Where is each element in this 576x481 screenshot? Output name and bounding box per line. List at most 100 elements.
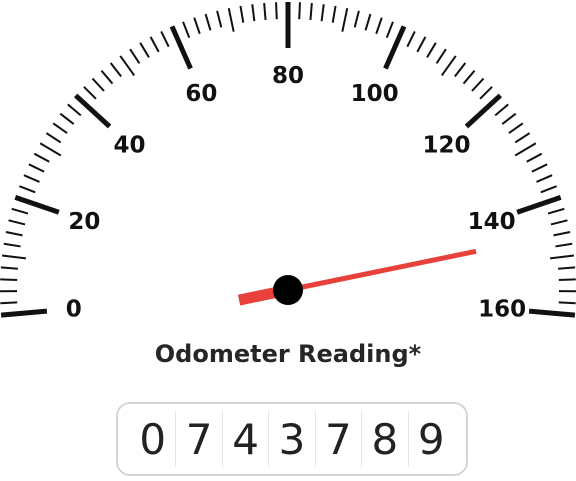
minor-tick — [239, 5, 245, 23]
minor-tick — [501, 112, 517, 125]
odometer-digit: 9 — [417, 414, 445, 464]
minor-tick — [67, 103, 82, 117]
minor-tick — [52, 122, 68, 134]
major-tick — [383, 25, 407, 70]
gauge-label: 40 — [113, 133, 145, 159]
minor-tick — [119, 55, 136, 76]
minor-tick — [1, 254, 27, 260]
odometer-digit: 0 — [130, 411, 177, 467]
minor-tick — [471, 77, 485, 92]
minor-tick — [385, 21, 394, 39]
minor-tick — [479, 86, 493, 100]
minor-tick — [508, 122, 524, 134]
minor-tick — [3, 242, 21, 248]
minor-tick — [109, 62, 122, 78]
minor-tick — [263, 2, 267, 21]
minor-tick — [8, 219, 26, 226]
needle-hub — [273, 275, 303, 305]
minor-tick — [364, 13, 372, 31]
minor-tick — [536, 174, 553, 183]
minor-tick — [514, 132, 531, 144]
minor-tick — [100, 69, 114, 85]
minor-tick — [39, 142, 62, 157]
major-tick — [14, 195, 60, 215]
minor-tick — [555, 242, 573, 248]
gauge-label: 0 — [66, 297, 82, 323]
minor-tick — [0, 301, 18, 305]
minor-tick — [149, 36, 160, 53]
minor-tick — [23, 174, 40, 183]
odometer-digit: 3 — [269, 411, 316, 467]
minor-tick — [375, 17, 383, 35]
minor-tick — [182, 21, 191, 39]
major-tick — [464, 93, 503, 129]
minor-tick — [494, 103, 509, 117]
minor-tick — [331, 5, 337, 23]
minor-tick — [18, 185, 36, 194]
major-tick — [73, 93, 112, 129]
minor-tick — [0, 278, 18, 281]
minor-tick — [11, 207, 29, 215]
gauge-label: 160 — [478, 297, 526, 323]
gauge-ticks — [0, 2, 576, 318]
odometer-caption: Odometer Reading* — [154, 340, 422, 368]
minor-tick — [406, 30, 416, 48]
minor-tick — [426, 42, 437, 58]
minor-tick — [526, 152, 543, 163]
odometer-digit: 7 — [176, 411, 223, 467]
minor-tick — [5, 230, 23, 237]
minor-tick — [59, 112, 75, 125]
gauge-label: 20 — [68, 209, 100, 235]
minor-tick — [275, 2, 278, 20]
minor-tick — [558, 278, 576, 281]
minor-tick — [309, 2, 313, 21]
minor-tick — [0, 266, 18, 270]
minor-tick — [298, 2, 301, 20]
minor-tick — [33, 152, 50, 163]
minor-tick — [558, 301, 576, 305]
minor-tick — [440, 55, 457, 76]
minor-tick — [28, 163, 45, 173]
gauge-label: 100 — [351, 81, 399, 107]
minor-tick — [540, 185, 558, 194]
minor-tick — [83, 86, 97, 100]
minor-tick — [160, 30, 170, 48]
major-tick — [169, 25, 193, 70]
minor-tick — [204, 13, 212, 31]
minor-tick — [193, 17, 201, 35]
minor-tick — [454, 62, 467, 78]
odometer-display: 0 7 4 3 7 8 9 — [116, 402, 468, 476]
minor-tick — [549, 254, 575, 260]
minor-tick — [251, 4, 256, 22]
minor-tick — [416, 36, 427, 53]
minor-tick — [462, 69, 476, 85]
minor-tick — [45, 132, 62, 144]
speedometer-gauge: 0 20 40 60 80 100 120 140 160 — [0, 2, 576, 323]
odometer-digit: 8 — [362, 411, 409, 467]
gauge-label: 120 — [423, 133, 471, 159]
major-tick — [516, 195, 562, 215]
minor-tick — [227, 7, 235, 32]
minor-tick — [550, 219, 568, 226]
minor-tick — [514, 142, 537, 157]
minor-tick — [553, 230, 571, 237]
minor-tick — [91, 77, 105, 92]
major-tick — [0, 308, 48, 318]
minor-tick — [558, 266, 576, 270]
minor-tick — [531, 163, 548, 173]
minor-tick — [320, 4, 325, 22]
gauge-labels: 0 20 40 60 80 100 120 140 160 — [66, 63, 526, 323]
odometer-digit: 7 — [316, 411, 363, 467]
minor-tick — [353, 10, 360, 28]
needle — [287, 248, 477, 293]
minor-tick — [435, 48, 447, 64]
odometer-digit: 4 — [223, 411, 270, 467]
minor-tick — [547, 207, 565, 215]
minor-tick — [129, 48, 141, 64]
gauge-label: 80 — [272, 63, 304, 89]
minor-tick — [216, 10, 223, 28]
major-tick — [528, 308, 576, 318]
minor-tick — [139, 42, 150, 58]
minor-tick — [341, 7, 349, 32]
gauge-label: 60 — [185, 81, 217, 107]
